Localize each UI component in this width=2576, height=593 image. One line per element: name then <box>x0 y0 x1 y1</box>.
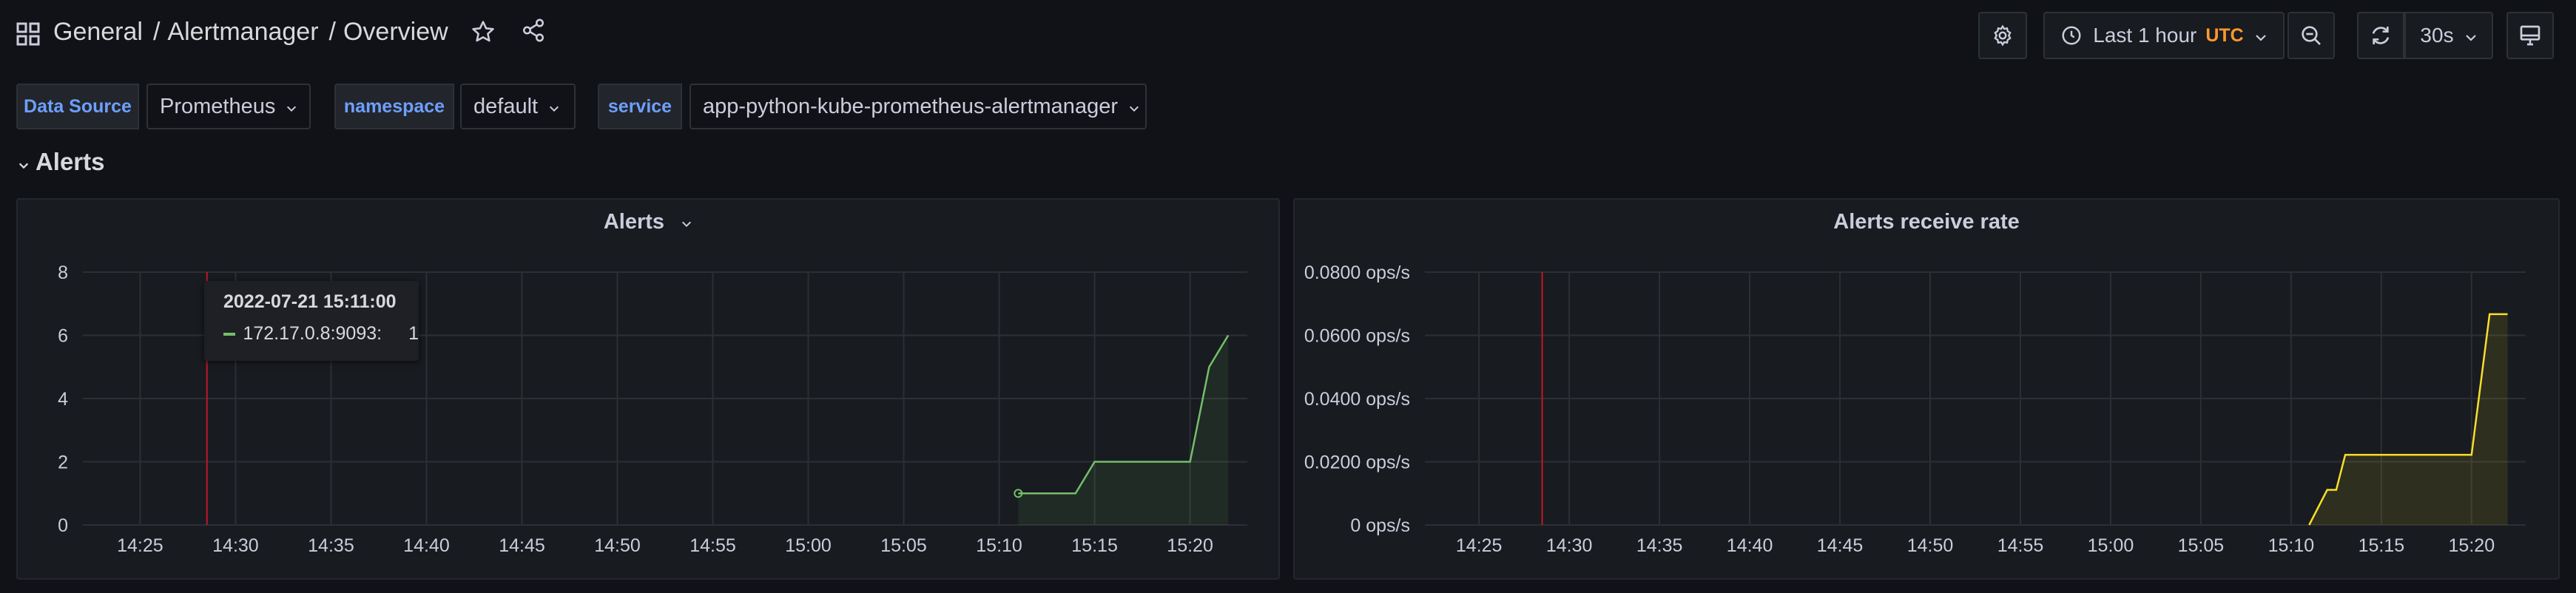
x-tick-label: 15:10 <box>2268 535 2315 556</box>
y-tick-label: 0 <box>58 515 68 536</box>
zoom-out-icon <box>2302 26 2321 45</box>
breadcrumb-folder[interactable]: Alertmanager <box>167 18 319 46</box>
timezone-label: UTC <box>2205 24 2244 46</box>
chevron-down-icon <box>2464 24 2478 47</box>
y-tick-label: 0 ops/s <box>1350 515 1410 536</box>
x-tick-label: 14:25 <box>1456 535 1503 556</box>
settings-button[interactable] <box>1978 12 2027 59</box>
chevron-down-icon <box>2254 24 2268 47</box>
y-tick-label: 8 <box>58 262 68 283</box>
panel-title-text: Alerts receive rate <box>1833 210 2020 234</box>
x-tick-label: 14:30 <box>212 535 259 556</box>
refresh-button[interactable] <box>2357 12 2404 59</box>
chevron-down-icon <box>1128 95 1140 119</box>
chevron-down-icon <box>18 148 30 175</box>
y-tick-label: 0.0600 ops/s <box>1304 326 1410 347</box>
tooltip-time: 2022-07-21 15:11:00 <box>223 291 397 312</box>
panel-title[interactable]: Alerts <box>18 210 1278 234</box>
gear-icon <box>1994 24 2012 47</box>
service-value: app-python-kube-prometheus-alertmanager <box>703 94 1118 118</box>
y-tick-label: 6 <box>58 326 68 347</box>
series-area <box>1018 335 1229 525</box>
x-tick-label: 15:15 <box>2358 535 2405 556</box>
breadcrumb-general[interactable]: General <box>53 18 143 46</box>
breadcrumb-separator: / <box>328 18 336 46</box>
x-tick-label: 14:35 <box>308 535 354 556</box>
namespace-select[interactable]: default <box>460 84 576 129</box>
star-icon[interactable] <box>471 19 496 44</box>
x-tick-label: 14:55 <box>689 535 736 556</box>
clock-icon <box>2062 26 2081 45</box>
panel-alerts-receive-rate[interactable]: Alerts receive rate 0 ops/s 0.0200 ops/s 0… <box>1293 198 2560 580</box>
x-tick-label: 14:45 <box>499 535 545 556</box>
panel-alerts[interactable]: Alerts 0 2 4 6 8 14:25 14:30 14:35 14:40 14:45 14:… <box>16 198 1280 580</box>
chevron-down-icon <box>286 95 297 119</box>
time-range-label: Last 1 hour <box>2093 24 2197 47</box>
datasource-value: Prometheus <box>160 94 276 118</box>
x-tick-label: 14:55 <box>1997 535 2044 556</box>
x-tick-label: 15:05 <box>880 535 927 556</box>
x-tick-label: 15:00 <box>2088 535 2134 556</box>
variable-label-service: service <box>598 84 682 129</box>
refresh-icon <box>2372 27 2390 44</box>
panel-title-text: Alerts <box>603 210 665 234</box>
tv-mode-button[interactable] <box>2506 12 2554 59</box>
y-tick-label: 4 <box>58 389 68 410</box>
y-tick-label: 0.0200 ops/s <box>1304 453 1410 473</box>
service-select[interactable]: app-python-kube-prometheus-alertmanager <box>689 84 1147 129</box>
x-tick-label: 14:45 <box>1817 535 1864 556</box>
namespace-value: default <box>473 94 539 118</box>
breadcrumb-separator: / <box>152 18 161 46</box>
x-tick-label: 15:20 <box>1167 535 1213 556</box>
chart-alerts[interactable]: 0 2 4 6 8 14:25 14:30 14:35 14:40 14:45 14:50 14:55… <box>18 200 1278 578</box>
refresh-interval-picker[interactable]: 30s <box>2404 12 2493 59</box>
monitor-icon <box>2520 25 2540 46</box>
chevron-down-icon <box>681 210 692 234</box>
variable-label-namespace: namespace <box>334 84 454 129</box>
breadcrumb: General / Alertmanager / Overview <box>53 18 448 47</box>
datasource-select[interactable]: Prometheus <box>146 84 311 129</box>
x-tick-label: 14:30 <box>1546 535 1593 556</box>
y-tick-label: 2 <box>58 453 68 473</box>
series-swatch <box>223 332 236 336</box>
series-line <box>2308 313 2508 526</box>
x-tick-label: 14:50 <box>1907 535 1954 556</box>
y-tick-label: 0.0800 ops/s <box>1304 262 1410 283</box>
x-tick-label: 15:05 <box>2178 535 2225 556</box>
chart-alerts-receive-rate[interactable]: 0 ops/s 0.0200 ops/s 0.0400 ops/s 0.0600 op… <box>1295 200 2558 578</box>
dashboards-icon[interactable] <box>16 22 40 46</box>
x-tick-label: 14:40 <box>403 535 450 556</box>
x-tick-label: 15:00 <box>785 535 832 556</box>
row-title: Alerts <box>35 148 105 175</box>
tooltip: 2022-07-21 15:11:00 172.17.0.8:9093: 1 <box>204 281 419 361</box>
x-tick-label: 14:25 <box>117 535 163 556</box>
series-line <box>1018 334 1230 495</box>
tooltip-series: 172.17.0.8:9093: <box>243 323 382 344</box>
refresh-interval-label: 30s <box>2420 24 2454 47</box>
page-title: Overview <box>343 18 448 46</box>
x-tick-label: 14:35 <box>1636 535 1683 556</box>
zoom-out-button[interactable] <box>2287 12 2335 59</box>
hover-point <box>1014 489 1023 498</box>
tooltip-value: 1 <box>408 323 419 344</box>
x-tick-label: 15:15 <box>1071 535 1118 556</box>
x-tick-label: 14:50 <box>594 535 641 556</box>
x-tick-label: 14:40 <box>1727 535 1773 556</box>
variable-label-datasource: Data Source <box>16 84 139 129</box>
x-tick-label: 15:10 <box>976 535 1022 556</box>
y-tick-label: 0.0400 ops/s <box>1304 389 1410 410</box>
panel-title[interactable]: Alerts receive rate <box>1295 210 2558 234</box>
chevron-down-icon <box>548 95 560 119</box>
series-area <box>2309 314 2508 525</box>
time-range-picker[interactable]: Last 1 hour UTC <box>2043 12 2285 59</box>
share-icon[interactable] <box>521 18 546 43</box>
x-tick-label: 15:20 <box>2449 535 2495 556</box>
row-header-alerts[interactable]: Alerts <box>18 148 105 176</box>
